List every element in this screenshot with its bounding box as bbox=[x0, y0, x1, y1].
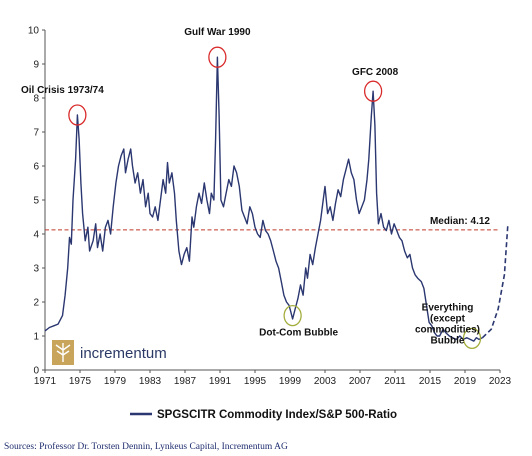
legend: SPGSCITR Commodity Index/S&P 500-Ratio bbox=[130, 409, 397, 421]
x-tick-label: 1987 bbox=[174, 376, 197, 387]
x-tick-label: 2011 bbox=[384, 376, 406, 387]
x-tick-label: 2007 bbox=[349, 376, 372, 387]
everything-bubble-circle bbox=[462, 327, 482, 350]
x-tick-label: 1991 bbox=[209, 376, 232, 387]
y-tick-label: 7 bbox=[33, 128, 39, 139]
everything-bubble-label: commodities) bbox=[415, 324, 480, 335]
y-ticks: 0 1 2 3 4 5 6 7 8 9 10 bbox=[28, 26, 45, 377]
highlight-circles bbox=[68, 46, 482, 350]
y-tick-label: 6 bbox=[33, 162, 39, 173]
dotcom-circle bbox=[283, 304, 302, 327]
median-label: Median: 4.12 bbox=[430, 216, 490, 227]
brand-name: incrementum bbox=[80, 345, 167, 362]
y-tick-label: 9 bbox=[33, 60, 39, 71]
dotcom-label: Dot-Com Bubble bbox=[259, 328, 338, 339]
gfc-label: GFC 2008 bbox=[352, 67, 399, 78]
x-tick-label: 1999 bbox=[279, 376, 302, 387]
x-tick-label: 1979 bbox=[104, 376, 127, 387]
x-tick-label: 1975 bbox=[69, 376, 92, 387]
everything-bubble-label: (except bbox=[430, 313, 466, 324]
gulf-war-circle bbox=[208, 46, 227, 68]
sources-note: Sources: Professor Dr. Torsten Dennin, L… bbox=[4, 441, 288, 452]
x-tick-label: 2023 bbox=[489, 376, 512, 387]
x-tick-label: 2015 bbox=[419, 376, 442, 387]
projection-line bbox=[481, 223, 509, 339]
everything-bubble-label: Bubble bbox=[431, 335, 465, 346]
annotations: Oil Crisis 1973/74 Gulf War 1990 GFC 2008 D… bbox=[21, 27, 480, 346]
y-tick-label: 10 bbox=[28, 26, 40, 37]
y-tick-label: 5 bbox=[33, 196, 39, 207]
legend-label: SPGSCITR Commodity Index/S&P 500-Ratio bbox=[157, 409, 397, 421]
x-tick-label: 2019 bbox=[454, 376, 477, 387]
y-tick-label: 1 bbox=[33, 332, 39, 343]
oil-crisis-circle bbox=[68, 104, 87, 126]
x-tick-label: 1995 bbox=[244, 376, 267, 387]
x-tick-label: 2003 bbox=[314, 376, 337, 387]
y-tick-label: 4 bbox=[33, 230, 39, 241]
y-tick-label: 0 bbox=[33, 366, 39, 377]
y-tick-label: 8 bbox=[33, 94, 39, 105]
series-line bbox=[44, 56, 483, 342]
y-tick-label: 3 bbox=[33, 264, 39, 275]
median-line-group: Median: 4.12 bbox=[45, 216, 500, 231]
gfc-circle bbox=[363, 80, 383, 102]
y-tick-label: 2 bbox=[33, 298, 39, 309]
x-ticks: 1971 1975 1979 1983 1987 1991 1995 1999 2003 2007… bbox=[34, 370, 512, 387]
x-tick-label: 1983 bbox=[139, 376, 162, 387]
everything-bubble-label: Everything bbox=[422, 302, 474, 313]
incrementum-logo: incrementum bbox=[52, 340, 167, 365]
x-tick-label: 1971 bbox=[34, 376, 57, 387]
oil-crisis-label: Oil Crisis 1973/74 bbox=[21, 85, 104, 96]
gulf-war-label: Gulf War 1990 bbox=[184, 27, 251, 38]
series-group bbox=[44, 56, 509, 342]
